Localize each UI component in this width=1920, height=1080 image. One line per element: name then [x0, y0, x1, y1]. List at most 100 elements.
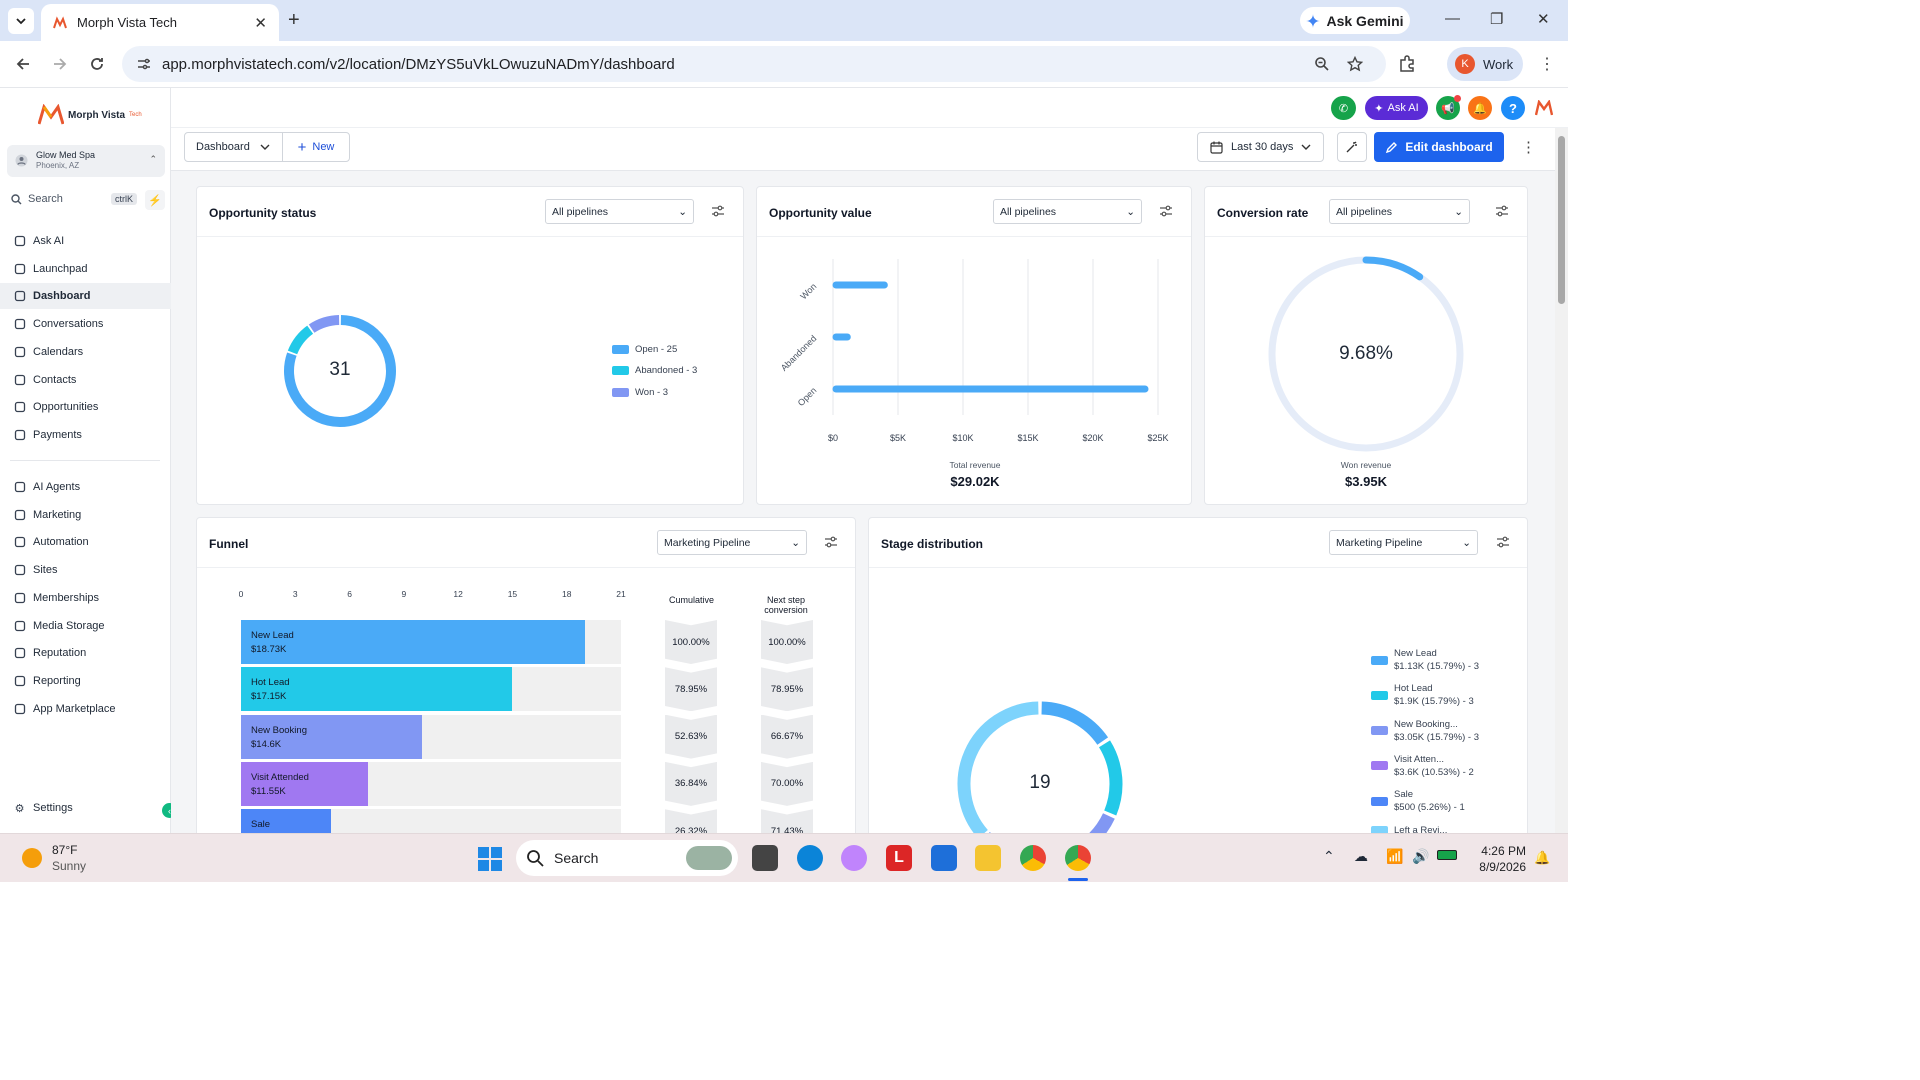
- zoom-icon[interactable]: [1314, 56, 1330, 72]
- sidebar: Morph Vista Tech Glow Med Spa Phoenix, A…: [0, 88, 177, 833]
- pipeline-select[interactable]: All pipelines ⌄: [545, 199, 694, 224]
- filter-sliders-icon[interactable]: [1496, 535, 1510, 549]
- outlook-icon[interactable]: [931, 845, 957, 871]
- sidebar-item-dashboard[interactable]: Dashboard: [0, 283, 171, 310]
- tray-chevron-up-icon[interactable]: ⌃: [1323, 848, 1335, 864]
- reload-icon[interactable]: [89, 56, 105, 72]
- plus-icon: +: [297, 138, 307, 156]
- donut-slice[interactable]: [287, 325, 314, 355]
- browser-menu-icon[interactable]: ⋮: [1539, 56, 1555, 73]
- funnel-bar[interactable]: New Lead $18.73K: [241, 620, 585, 664]
- sidebar-item-sites[interactable]: Sites: [0, 557, 171, 583]
- funnel-stage-amount: $11.55K: [251, 785, 286, 797]
- pipeline-select[interactable]: All pipelines ⌄: [1329, 199, 1470, 224]
- omnibox[interactable]: app.morphvistatech.com/v2/location/DMzYS…: [122, 46, 1386, 82]
- funnel-bar[interactable]: Sale: [241, 809, 332, 833]
- copilot-icon[interactable]: [841, 845, 867, 871]
- scrollbar-thumb[interactable]: [1558, 136, 1565, 304]
- profile-button[interactable]: K Work: [1447, 47, 1523, 81]
- donut-slice[interactable]: [308, 315, 340, 333]
- funnel-bar[interactable]: New Booking $14.6K: [241, 714, 422, 759]
- sidebar-item-launchpad[interactable]: Launchpad: [0, 256, 171, 282]
- taskbar-clock[interactable]: 4:26 PM 8/9/2026: [1472, 843, 1526, 875]
- bell-icon[interactable]: 🔔: [1468, 96, 1492, 120]
- url-text[interactable]: app.morphvistatech.com/v2/location/DMzYS…: [162, 55, 675, 73]
- sidebar-item-payments[interactable]: Payments: [0, 422, 171, 448]
- new-dashboard-button[interactable]: + New: [282, 132, 350, 162]
- sidebar-item-conversations[interactable]: Conversations: [0, 311, 171, 337]
- new-tab-button[interactable]: +: [288, 9, 300, 31]
- help-icon[interactable]: ?: [1501, 96, 1525, 120]
- donut-slice[interactable]: [284, 315, 396, 427]
- sidebar-item-contacts[interactable]: Contacts: [0, 367, 171, 393]
- volume-icon[interactable]: 🔊: [1412, 848, 1430, 864]
- filter-sliders-icon[interactable]: [1159, 204, 1173, 218]
- windows-start-icon[interactable]: [477, 846, 503, 872]
- sidebar-item-automation[interactable]: Automation: [0, 529, 171, 555]
- sidebar-item-reporting[interactable]: Reporting: [0, 668, 171, 694]
- restore-icon[interactable]: ❐: [1490, 11, 1504, 28]
- sidebar-item-opportunities[interactable]: Opportunities: [0, 394, 171, 420]
- sidebar-item-app-marketplace[interactable]: App Marketplace: [0, 696, 171, 722]
- pipeline-select[interactable]: Marketing Pipeline ⌄: [657, 530, 807, 555]
- minimize-icon[interactable]: —: [1445, 10, 1460, 27]
- bookmark-star-icon[interactable]: [1347, 56, 1363, 72]
- sidebar-item-settings[interactable]: ⚙ Settings: [0, 795, 171, 821]
- filter-sliders-icon[interactable]: [1495, 204, 1509, 218]
- l-app-icon[interactable]: L: [886, 845, 912, 871]
- sidebar-item-reputation[interactable]: Reputation: [0, 640, 171, 666]
- ask-ai-header-button[interactable]: ✦ Ask AI: [1365, 96, 1428, 120]
- phone-icon[interactable]: ✆: [1331, 96, 1356, 120]
- chrome-icon[interactable]: [1020, 845, 1046, 871]
- file-explorer-icon[interactable]: [975, 845, 1001, 871]
- contacts-icon: [13, 373, 26, 386]
- date-range-select[interactable]: Last 30 days: [1197, 132, 1324, 162]
- location-switcher[interactable]: Glow Med Spa Phoenix, AZ ⌃: [7, 145, 165, 177]
- chrome-work-icon[interactable]: [1065, 845, 1091, 871]
- edit-dashboard-button[interactable]: Edit dashboard: [1374, 132, 1504, 162]
- donut-slice[interactable]: [1041, 701, 1109, 745]
- window-close-icon[interactable]: ✕: [1537, 11, 1550, 28]
- brand-logo[interactable]: Morph Vista Tech: [38, 104, 142, 126]
- brand-avatar-icon[interactable]: [1535, 100, 1553, 116]
- magic-wand-button[interactable]: [1337, 132, 1367, 162]
- megaphone-icon[interactable]: 📢: [1436, 96, 1460, 120]
- close-tab-icon[interactable]: ✕: [254, 14, 267, 32]
- donut-slice[interactable]: [1098, 740, 1123, 816]
- sidebar-item-memberships[interactable]: Memberships: [0, 585, 171, 611]
- pipeline-select[interactable]: Marketing Pipeline ⌄: [1329, 530, 1478, 555]
- sidebar-item-marketing[interactable]: Marketing: [0, 502, 171, 528]
- pipeline-select[interactable]: All pipelines ⌄: [993, 199, 1142, 224]
- donut-slice[interactable]: [957, 701, 1039, 833]
- sidebar-search[interactable]: Search ctrlK: [7, 189, 137, 209]
- funnel-bar[interactable]: Visit Attended $11.55K: [241, 761, 368, 806]
- cloud-icon[interactable]: ☁: [1354, 848, 1368, 864]
- filter-sliders-icon[interactable]: [824, 535, 838, 549]
- filter-sliders-icon[interactable]: [711, 204, 725, 218]
- sidebar-item-media-storage[interactable]: Media Storage: [0, 613, 171, 639]
- forward-arrow-icon[interactable]: [52, 56, 68, 72]
- site-settings-icon[interactable]: [136, 56, 152, 72]
- sidebar-item-ai-agents[interactable]: AI Agents: [0, 474, 171, 500]
- pipeline-select-label: All pipelines: [1336, 205, 1393, 218]
- dashboard-select[interactable]: Dashboard: [184, 132, 283, 162]
- sidebar-item-ask-ai[interactable]: Ask AI: [0, 228, 171, 254]
- battery-icon[interactable]: [1437, 850, 1457, 860]
- taskbar-search[interactable]: Search: [516, 840, 738, 876]
- edge-browser-icon[interactable]: [797, 845, 823, 871]
- weather-widget[interactable]: 87°F Sunny: [22, 842, 86, 874]
- extensions-puzzle-icon[interactable]: [1398, 55, 1416, 73]
- wifi-icon[interactable]: 📶: [1386, 848, 1404, 864]
- quick-action-bolt-icon[interactable]: ⚡: [145, 190, 165, 210]
- task-view-icon[interactable]: [752, 845, 778, 871]
- back-arrow-icon[interactable]: [15, 56, 31, 72]
- ask-gemini-button[interactable]: Ask Gemini: [1300, 7, 1410, 34]
- notifications-bell-icon[interactable]: 🔔: [1534, 850, 1551, 865]
- page-scrollbar[interactable]: [1555, 128, 1568, 833]
- tab-search-button[interactable]: [8, 8, 34, 34]
- sidebar-item-calendars[interactable]: Calendars: [0, 339, 171, 365]
- funnel-bar[interactable]: Hot Lead $17.15K: [241, 667, 513, 712]
- browser-tab[interactable]: Morph Vista Tech ✕: [41, 4, 279, 41]
- donut-slice[interactable]: [1054, 813, 1115, 833]
- more-options-icon[interactable]: ⋮: [1521, 139, 1536, 156]
